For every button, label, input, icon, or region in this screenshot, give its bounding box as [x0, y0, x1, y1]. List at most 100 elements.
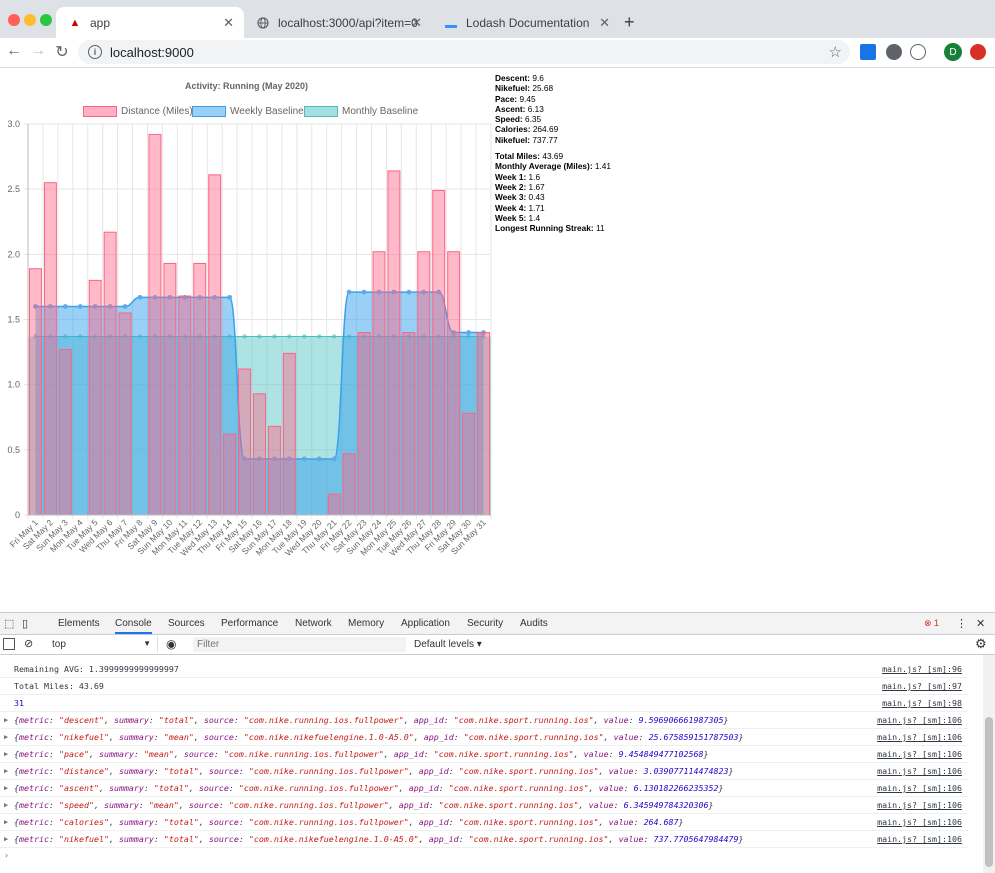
legend-monthly[interactable]: Monthly Baseline [304, 106, 418, 117]
y-tick-label: 1.0 [7, 380, 20, 390]
log-levels-dropdown[interactable]: Default levels ▾ [414, 639, 482, 650]
tab-elements[interactable]: Elements [58, 618, 100, 629]
console-object-line[interactable]: ▶ {metric: "pace", summary: "mean", sourc… [0, 746, 968, 763]
source-link[interactable]: main.js? [sm]:106 [877, 817, 962, 827]
console-message: {metric: "calories", summary: "total", s… [14, 817, 684, 827]
tab-app[interactable]: ▲ app ✕ [56, 7, 244, 38]
device-toolbar-icon[interactable]: ▯ [22, 618, 29, 630]
distance-bar [223, 433, 237, 516]
inspect-element-icon[interactable]: ⬚ [4, 618, 15, 630]
stat-label: Speed: [495, 114, 523, 125]
expand-triangle-icon[interactable]: ▶ [4, 750, 9, 758]
tab-sources[interactable]: Sources [168, 618, 205, 629]
tab-network[interactable]: Network [295, 618, 332, 629]
expand-triangle-icon[interactable]: ▶ [4, 818, 9, 826]
more-options-icon[interactable]: ⋮ [956, 618, 967, 630]
stat-label: Week 5: [495, 212, 527, 223]
tab-memory[interactable]: Memory [348, 618, 385, 629]
tab-security[interactable]: Security [467, 618, 504, 629]
source-link[interactable]: main.js? [sm]:98 [882, 698, 962, 708]
clear-console-icon[interactable]: ⊘ [24, 638, 34, 650]
tab-audits[interactable]: Audits [520, 618, 548, 629]
expand-triangle-icon[interactable]: ▶ [4, 733, 9, 741]
console-log-line[interactable]: 31 main.js? [sm]:98 [0, 695, 968, 712]
console-object-line[interactable]: ▶ {metric: "nikefuel", summary: "total", … [0, 831, 968, 848]
expand-triangle-icon[interactable]: ▶ [4, 835, 9, 843]
new-tab-button[interactable]: + [624, 12, 635, 32]
console-log-line[interactable]: Remaining AVG: 1.3999999999999997 main.js… [0, 661, 968, 678]
stat-row: Week 3: 0.43 [495, 192, 611, 202]
distance-bar [193, 262, 207, 516]
console-object-line[interactable]: ▶ {metric: "speed", summary: "mean", sour… [0, 797, 968, 814]
settings-gear-icon[interactable]: ⚙ [975, 636, 987, 651]
extension-red-icon[interactable] [970, 44, 986, 60]
tab-application[interactable]: Application [401, 618, 450, 629]
bookmark-star-icon[interactable]: ☆ [828, 44, 842, 61]
expand-triangle-icon[interactable]: ▶ [4, 767, 9, 775]
error-icon[interactable]: ⊗ [924, 618, 932, 628]
extension-icon[interactable] [860, 44, 876, 60]
expand-triangle-icon[interactable]: ▶ [4, 716, 9, 724]
tab-lodash[interactable]: Lodash Documentation ✕ [432, 7, 620, 38]
y-tick-label: 0.5 [7, 445, 20, 455]
close-window-button[interactable] [8, 14, 20, 26]
tab-api[interactable]: localhost:3000/api?item=0 ✕ [244, 7, 432, 38]
legend-weekly[interactable]: Weekly Baseline [192, 106, 304, 117]
console-message: {metric: "pace", summary: "mean", source… [14, 749, 709, 759]
source-link[interactable]: main.js? [sm]:106 [877, 834, 962, 844]
weekly-baseline-point [197, 294, 203, 300]
sidebar-toggle-icon[interactable] [3, 638, 15, 650]
source-link[interactable]: main.js? [sm]:106 [877, 766, 962, 776]
extension-face-icon[interactable] [910, 44, 926, 60]
stat-label: Calories: [495, 124, 531, 135]
stat-row: Pace: 9.45 [495, 94, 611, 104]
eye-icon[interactable]: ◉ [166, 637, 177, 651]
close-tab-icon[interactable]: ✕ [223, 15, 234, 30]
console-object-line[interactable]: ▶ {metric: "distance", summary: "total", … [0, 763, 968, 780]
weekly-baseline-point [227, 294, 233, 300]
info-icon[interactable]: i [88, 45, 102, 59]
close-tab-icon[interactable]: ✕ [411, 15, 422, 30]
expand-triangle-icon[interactable]: ▶ [4, 784, 9, 792]
close-devtools-icon[interactable]: ✕ [976, 618, 986, 630]
console-message: Remaining AVG: 1.3999999999999997 [14, 664, 179, 674]
source-link[interactable]: main.js? [sm]:96 [882, 664, 962, 674]
distance-bar [58, 348, 72, 516]
close-tab-icon[interactable]: ✕ [599, 15, 610, 30]
source-link[interactable]: main.js? [sm]:106 [877, 732, 962, 742]
stat-row: Week 2: 1.67 [495, 182, 611, 192]
console-message: {metric: "descent", summary: "total", so… [14, 715, 729, 725]
console-prompt[interactable]: › [4, 850, 9, 860]
weekly-baseline-point [286, 456, 292, 462]
stat-row: Week 5: 1.4 [495, 213, 611, 223]
legend-distance[interactable]: Distance (Miles) [83, 106, 193, 117]
profile-avatar[interactable]: D [944, 43, 962, 61]
context-select[interactable]: top ▼ [48, 636, 158, 652]
reload-icon[interactable]: ↻ [55, 44, 69, 61]
console-object-line[interactable]: ▶ {metric: "descent", summary: "total", s… [0, 712, 968, 729]
tab-performance[interactable]: Performance [221, 618, 279, 629]
console-object-line[interactable]: ▶ {metric: "nikefuel", summary: "mean", s… [0, 729, 968, 746]
source-link[interactable]: main.js? [sm]:106 [877, 783, 962, 793]
stat-value: 6.35 [522, 114, 542, 125]
expand-triangle-icon[interactable]: ▶ [4, 801, 9, 809]
console-object-line[interactable]: ▶ {metric: "ascent", summary: "total", so… [0, 780, 968, 797]
extension-circle-icon[interactable] [886, 44, 902, 60]
console-object-line[interactable]: ▶ {metric: "calories", summary: "total", … [0, 814, 968, 831]
source-link[interactable]: main.js? [sm]:106 [877, 715, 962, 725]
back-arrow-icon[interactable]: ← [6, 42, 22, 59]
minimize-window-button[interactable] [24, 14, 36, 26]
scrollbar-thumb[interactable] [985, 717, 993, 867]
address-bar[interactable]: i localhost:9000 ☆ [78, 40, 850, 64]
source-link[interactable]: main.js? [sm]:106 [877, 749, 962, 759]
maximize-window-button[interactable] [40, 14, 52, 26]
console-filter-input[interactable] [193, 637, 406, 652]
source-link[interactable]: main.js? [sm]:97 [882, 681, 962, 691]
console-scrollbar[interactable] [983, 655, 995, 873]
tab-console[interactable]: Console [115, 618, 152, 634]
console-log-line[interactable]: Total Miles: 43.69 main.js? [sm]:97 [0, 678, 968, 695]
source-link[interactable]: main.js? [sm]:106 [877, 800, 962, 810]
forward-arrow-icon[interactable]: → [30, 42, 46, 59]
weekly-baseline-point [391, 289, 397, 295]
weekly-baseline-point [316, 456, 322, 462]
